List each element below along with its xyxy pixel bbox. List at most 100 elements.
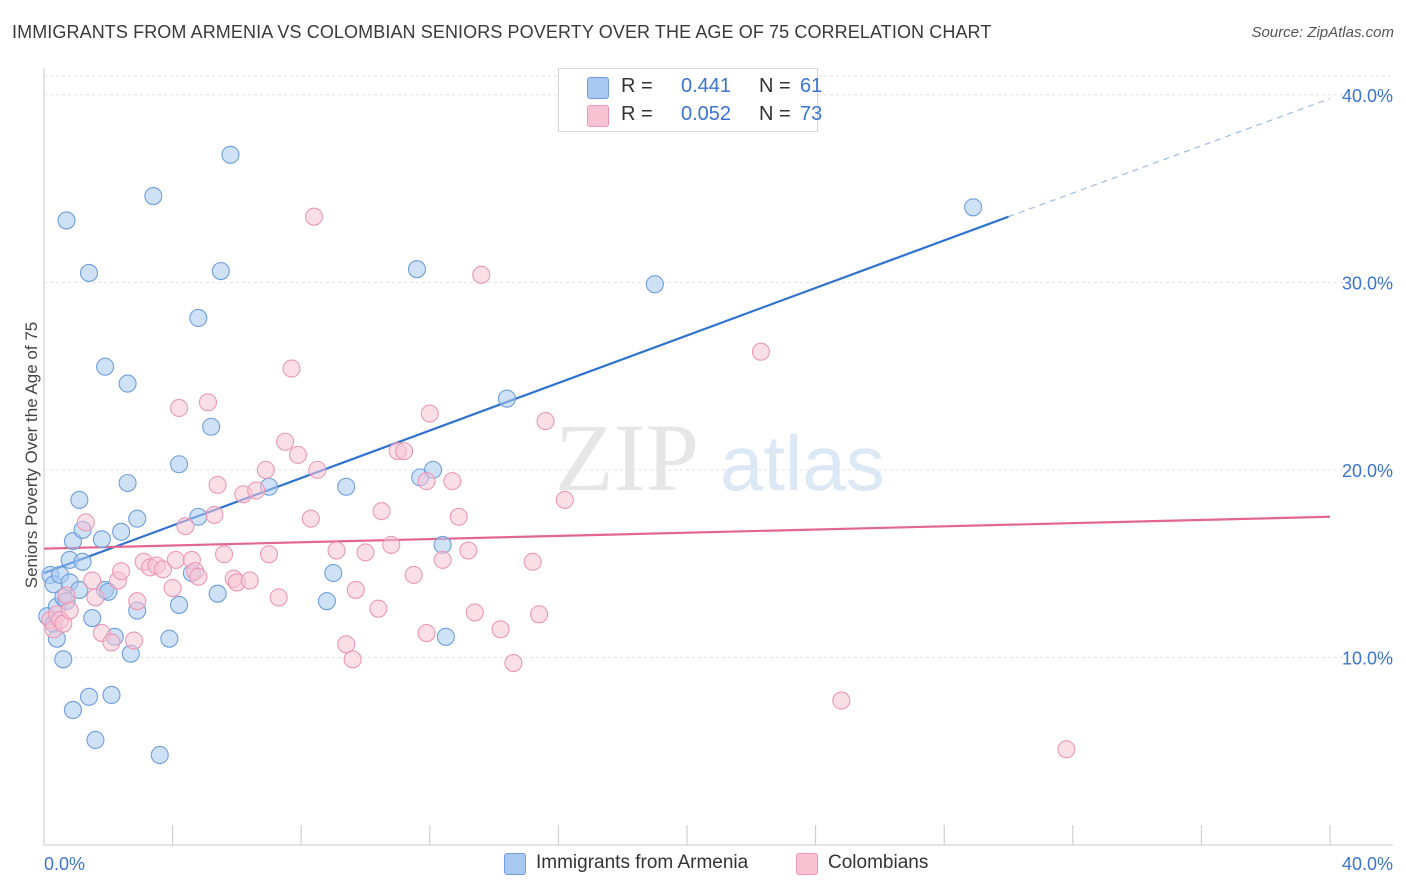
y-tick-label: 10.0%	[1342, 648, 1393, 668]
armenia-point	[112, 522, 131, 541]
colombian-trend-line	[43, 515, 1331, 550]
colombian-point	[301, 509, 320, 528]
colombian-point	[751, 342, 770, 361]
armenia-point	[96, 357, 115, 376]
colombian-point	[443, 472, 462, 491]
colombian-point	[57, 586, 76, 605]
colombian-point	[523, 552, 542, 571]
legend-r-label: R =	[621, 103, 653, 125]
armenia-point	[118, 374, 137, 393]
armenia-point	[102, 685, 121, 705]
armenia-point	[964, 198, 983, 217]
colombian-point	[417, 472, 436, 491]
legend-n-value: 61	[800, 75, 823, 97]
colombian-point	[198, 393, 218, 412]
colombian-point	[433, 550, 452, 569]
armenia-point	[324, 563, 343, 583]
y-tick-label: 30.0%	[1342, 273, 1393, 293]
colombian-point	[372, 502, 391, 521]
armenia-point	[70, 490, 89, 509]
colombian-point	[124, 631, 144, 650]
colombian-point	[504, 654, 523, 673]
colombian-point	[382, 535, 401, 554]
colombian-point	[356, 543, 375, 562]
bottom-legend-label-armenia: Immigrants from Armenia	[536, 852, 749, 873]
colombian-point	[369, 599, 388, 618]
colombian-point	[83, 571, 102, 590]
watermark-atlas: atlas	[720, 419, 885, 507]
colombian-point	[536, 412, 555, 431]
legend-n-value: 73	[800, 103, 823, 125]
armenia-point	[160, 629, 179, 648]
watermark-zip: ZIP	[555, 404, 699, 511]
colombian-point	[169, 398, 189, 418]
armenia-point	[645, 275, 664, 294]
colombian-point	[128, 592, 147, 611]
colombian-point	[166, 550, 185, 569]
armenia-point	[169, 455, 189, 474]
legend-r-value: 0.052	[681, 103, 732, 125]
colombian-point	[404, 565, 423, 584]
y-tick-labels: 10.0% 20.0% 30.0% 40.0%	[1342, 86, 1393, 669]
armenia-point	[83, 609, 102, 628]
armenia-point	[118, 473, 137, 493]
colombian-point	[459, 541, 478, 560]
armenia-point	[79, 687, 99, 706]
correlation-legend: R = 0.441 N = 61 R = 0.052 N = 73	[558, 68, 822, 132]
armenia-point	[497, 389, 517, 408]
colombian-point	[153, 560, 173, 579]
colombian-point	[417, 624, 436, 643]
x-tick-min: 0.0%	[44, 854, 85, 874]
colombian-point	[832, 691, 851, 710]
colombian-point	[189, 567, 208, 586]
colombian-point	[259, 545, 279, 564]
legend-r-label: R =	[621, 75, 653, 97]
armenia-point	[73, 552, 92, 571]
colombian-point	[163, 578, 182, 598]
armenia-point	[63, 700, 82, 720]
bottom-legend-swatch-pink	[796, 853, 818, 875]
armenia-point	[208, 584, 227, 603]
colombian-point	[395, 442, 414, 461]
colombian-point	[208, 475, 227, 494]
armenia-point	[54, 650, 73, 669]
colombian-point	[346, 580, 365, 599]
colombian-point	[112, 562, 131, 581]
legend-r-value: 0.441	[681, 75, 732, 97]
colombian-point	[205, 505, 224, 524]
colombian-point	[555, 490, 574, 509]
source-label: Source: ZipAtlas.com	[1251, 24, 1394, 41]
legend-n-label: N =	[759, 75, 791, 97]
colombian-point	[472, 265, 491, 284]
axes	[43, 68, 1393, 846]
armenia-point	[144, 186, 163, 206]
colombian-point	[343, 650, 362, 669]
colombian-point	[327, 541, 346, 560]
colombian-point	[308, 460, 327, 479]
colombian-point	[256, 460, 275, 479]
colombian-point	[420, 404, 439, 423]
colombian-point	[102, 633, 121, 652]
legend-swatch-blue	[587, 77, 609, 99]
colombian-point	[1057, 740, 1076, 759]
armenia-point	[79, 263, 99, 282]
colombian-point	[269, 588, 288, 607]
armenia-point	[211, 262, 230, 281]
colombian-point	[276, 432, 295, 451]
y-tick-label: 20.0%	[1342, 461, 1393, 481]
armenia-point	[202, 417, 221, 436]
y-axis-label: Seniors Poverty Over the Age of 75	[22, 322, 41, 588]
colombian-point	[465, 603, 484, 622]
colombian-point	[282, 359, 301, 378]
colombian-point	[530, 605, 549, 624]
legend-n-label: N =	[759, 103, 791, 125]
armenia-trend-extension	[1008, 97, 1331, 218]
bottom-legend-swatch-blue	[504, 853, 526, 875]
legend-swatch-pink	[587, 105, 609, 127]
armenia-point	[128, 509, 147, 528]
armenia-point	[337, 477, 356, 496]
armenia-point	[169, 595, 189, 614]
armenia-point	[407, 260, 426, 279]
colombian-point	[337, 635, 356, 654]
